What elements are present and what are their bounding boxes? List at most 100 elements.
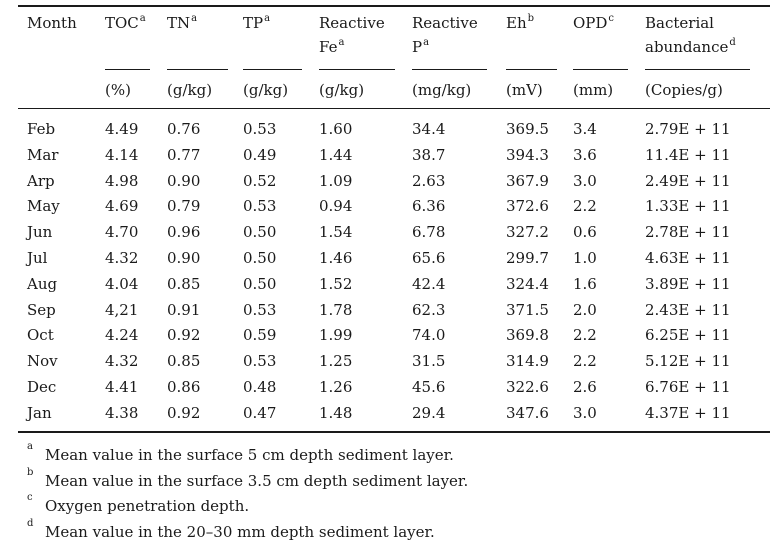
data-cell: 367.9 bbox=[506, 171, 549, 190]
data-cell: 2.79E + 11 bbox=[645, 120, 731, 138]
data-cell: 0.49 bbox=[243, 145, 277, 164]
data-cell: 0.53 bbox=[243, 197, 277, 216]
data-cell: 3.0 bbox=[573, 171, 597, 190]
month-cell: Nov bbox=[27, 352, 58, 371]
column-header: TP bbox=[243, 14, 264, 32]
data-cell: 1.99 bbox=[319, 326, 353, 345]
data-cell: 0.86 bbox=[167, 378, 201, 396]
data-cell: 4,21 bbox=[105, 300, 139, 319]
data-cell: 2.0 bbox=[573, 300, 597, 319]
data-cell: 2.63 bbox=[412, 171, 446, 190]
data-cell: 5.12E + 11 bbox=[645, 352, 731, 371]
header-underline bbox=[243, 69, 302, 70]
data-cell: 1.09 bbox=[319, 171, 353, 190]
column-header: Reactive bbox=[412, 14, 478, 32]
data-cell: 0.85 bbox=[167, 274, 201, 293]
data-cell: 0.53 bbox=[243, 120, 277, 138]
column-header: Month bbox=[27, 14, 77, 32]
data-cell: 299.7 bbox=[506, 249, 549, 267]
data-cell: 29.4 bbox=[412, 403, 446, 422]
data-cell: 1.54 bbox=[319, 223, 353, 242]
data-cell: 347.6 bbox=[506, 403, 549, 422]
unit-label: (mV) bbox=[506, 81, 543, 99]
data-cell: 0.91 bbox=[167, 300, 201, 319]
month-cell: Jun bbox=[27, 223, 53, 242]
data-cell: 0.94 bbox=[319, 197, 353, 216]
header-underline bbox=[319, 69, 395, 70]
header-underline bbox=[506, 69, 557, 70]
footnote-text: Oxygen penetration depth. bbox=[45, 497, 250, 515]
data-cell: 2.2 bbox=[573, 197, 597, 216]
data-cell: 0.6 bbox=[573, 223, 597, 242]
header-underline bbox=[412, 69, 487, 70]
month-cell: Jan bbox=[27, 403, 52, 422]
data-cell: 45.6 bbox=[412, 378, 446, 396]
footnote-marker: a bbox=[423, 37, 430, 48]
data-cell: 4.32 bbox=[105, 352, 139, 371]
bottom-rule bbox=[18, 431, 770, 433]
data-cell: 0.59 bbox=[243, 326, 277, 345]
data-cell: 0.50 bbox=[243, 249, 277, 267]
footnote-marker: a bbox=[27, 441, 33, 452]
column-header: abundance bbox=[645, 38, 729, 56]
footnote-marker: c bbox=[27, 492, 33, 503]
unit-label: (g/kg) bbox=[243, 81, 289, 99]
data-cell: 31.5 bbox=[412, 352, 446, 371]
data-cell: 0.96 bbox=[167, 223, 201, 242]
column-header: TN bbox=[167, 14, 191, 32]
data-cell: 1.33E + 11 bbox=[645, 197, 731, 216]
data-cell: 0.79 bbox=[167, 197, 201, 216]
data-cell: 327.2 bbox=[506, 223, 549, 242]
data-cell: 1.48 bbox=[319, 403, 353, 422]
data-cell: 4.98 bbox=[105, 171, 139, 190]
data-cell: 4.49 bbox=[105, 120, 139, 138]
data-cell: 1.0 bbox=[573, 249, 597, 267]
footnote-marker: d bbox=[729, 37, 736, 48]
data-cell: 0.77 bbox=[167, 145, 201, 164]
data-cell: 74.0 bbox=[412, 326, 446, 345]
data-cell: 0.76 bbox=[167, 120, 201, 138]
data-cell: 2.6 bbox=[573, 378, 597, 396]
data-cell: 0.52 bbox=[243, 171, 277, 190]
data-cell: 4.24 bbox=[105, 326, 139, 345]
data-cell: 0.47 bbox=[243, 403, 277, 422]
data-cell: 2.49E + 11 bbox=[645, 171, 731, 190]
data-cell: 2.2 bbox=[573, 326, 597, 345]
column-header: Reactive bbox=[319, 14, 385, 32]
data-cell: 1.26 bbox=[319, 378, 353, 396]
month-cell: Oct bbox=[27, 326, 54, 345]
column-header: Bacterial bbox=[645, 14, 714, 32]
unit-label: (g/kg) bbox=[319, 81, 365, 99]
header-rule bbox=[18, 108, 770, 109]
footnote-marker: d bbox=[27, 517, 34, 529]
data-cell: 4.04 bbox=[105, 274, 139, 293]
data-cell: 3.6 bbox=[573, 145, 597, 164]
data-cell: 0.90 bbox=[167, 171, 201, 190]
data-cell: 371.5 bbox=[506, 300, 549, 319]
footnote-marker: a bbox=[338, 37, 345, 48]
data-cell: 4.32 bbox=[105, 249, 139, 267]
data-cell: 1.46 bbox=[319, 249, 353, 267]
month-cell: Jul bbox=[27, 249, 48, 267]
data-cell: 0.92 bbox=[167, 403, 201, 422]
data-cell: 4.37E + 11 bbox=[645, 403, 731, 422]
data-cell: 6.36 bbox=[412, 197, 446, 216]
data-cell: 11.4E + 11 bbox=[645, 145, 731, 164]
data-cell: 1.60 bbox=[319, 120, 353, 138]
data-cell: 314.9 bbox=[506, 352, 549, 371]
data-cell: 4.14 bbox=[105, 145, 139, 164]
data-cell: 1.44 bbox=[319, 145, 353, 164]
data-cell: 1.6 bbox=[573, 274, 597, 293]
month-cell: Arp bbox=[27, 171, 55, 190]
data-cell: 0.50 bbox=[243, 274, 277, 293]
data-cell: 322.6 bbox=[506, 378, 549, 396]
unit-label: (%) bbox=[105, 81, 131, 99]
data-cell: 6.78 bbox=[412, 223, 446, 242]
month-cell: May bbox=[27, 197, 60, 216]
footnote-text: Mean value in the surface 5 cm depth sed… bbox=[45, 446, 454, 464]
header-underline bbox=[573, 69, 628, 70]
footnote-marker: b bbox=[527, 13, 535, 24]
data-cell: 2.43E + 11 bbox=[645, 300, 731, 319]
data-cell: 3.4 bbox=[573, 120, 597, 138]
